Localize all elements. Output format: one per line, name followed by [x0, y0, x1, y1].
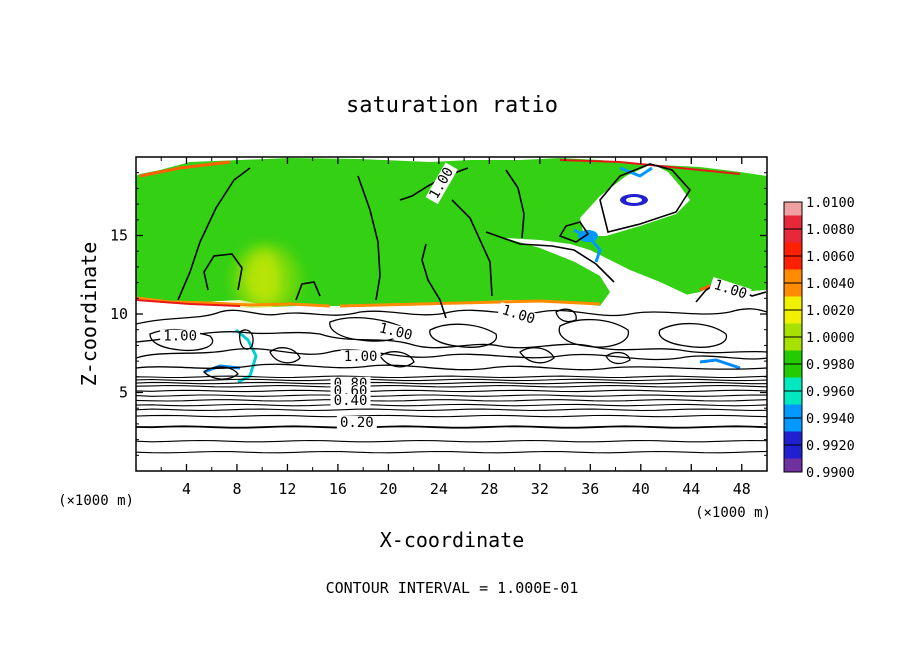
x-tick-label: 8 — [232, 480, 241, 498]
contour-label-bg — [709, 276, 752, 303]
contour-level-line — [136, 399, 767, 402]
colorbar-swatch — [784, 202, 802, 216]
contour-level-line — [136, 394, 767, 397]
x-tick-label: 44 — [682, 480, 700, 498]
contour-level-line — [136, 425, 767, 429]
colorbar-label: 1.0100 — [806, 195, 855, 211]
contour-level-line — [136, 403, 767, 407]
colorbar-label: 1.0020 — [806, 303, 855, 319]
colorbar-label: 1.0080 — [806, 222, 855, 238]
x-tick-label: 20 — [379, 480, 397, 498]
colorbar-swatch — [784, 418, 802, 432]
x-axis-label: X-coordinate — [380, 528, 525, 552]
colorbar-label: 0.9960 — [806, 384, 855, 400]
plot-field: 1.001.001.00 1.001.001.000.800.600.400.20 — [136, 157, 767, 471]
contour-interval-note: CONTOUR INTERVAL = 1.000E-01 — [326, 579, 579, 597]
supersaturation-halo — [232, 244, 300, 316]
contour-label: 0.20 — [340, 415, 374, 431]
x-tick-label: 48 — [733, 480, 751, 498]
colorbar-swatch — [784, 364, 802, 378]
contour-label: 1.00 — [344, 349, 378, 365]
contour-level-line — [136, 414, 767, 418]
contour-level-line — [136, 408, 767, 412]
contour-levels — [136, 375, 767, 454]
dry-spot-core — [626, 197, 642, 203]
colorbar-swatch — [784, 350, 802, 364]
contour-label-bg — [425, 162, 458, 205]
contour-label-bg — [374, 320, 417, 344]
x-tick-label: 12 — [278, 480, 296, 498]
contour-label-bg — [497, 302, 540, 328]
x-tick-label: 24 — [430, 480, 448, 498]
y-unit-label: (×1000 m) — [58, 493, 134, 509]
x-tick-label: 28 — [480, 480, 498, 498]
colorbar-swatch — [784, 323, 802, 337]
y-axis-label: Z-coordinate — [77, 242, 101, 387]
colorbar: 1.0100 1.0080 1.0060 1.0040 1.0020 1.0000 0.99… — [783, 195, 855, 481]
colorbar-swatch — [784, 296, 802, 310]
colorbar-swatch — [784, 404, 802, 418]
dry-spot — [578, 230, 598, 242]
contour-label-bg — [160, 329, 201, 344]
contour-label-bg — [340, 350, 381, 365]
contour-label-bg — [336, 416, 377, 431]
contour-label: 1.00 — [377, 320, 414, 344]
colorbar-swatch — [784, 283, 802, 297]
contour-level-line — [136, 381, 767, 385]
colorbar-label: 0.9980 — [806, 357, 855, 373]
chart-title: saturation ratio — [346, 93, 558, 118]
contour-level-line — [136, 375, 767, 379]
colorbar-swatch — [784, 242, 802, 256]
contour-level-line — [136, 450, 767, 454]
x-unit-label: (×1000 m) — [695, 505, 771, 521]
x-tick-label: 4 — [182, 480, 191, 498]
contour-level-line — [136, 439, 767, 443]
colorbar-swatch — [784, 229, 802, 243]
colorbar-label: 1.0000 — [806, 330, 855, 346]
y-tick-label: 15 — [110, 227, 128, 245]
colorbar-swatch — [784, 215, 802, 229]
contour-label: 0.40 — [334, 393, 368, 409]
colorbar-swatch — [784, 337, 802, 351]
colorbar-label: 0.9940 — [806, 411, 855, 427]
x-tick-label: 40 — [632, 480, 650, 498]
colorbar-swatch — [784, 431, 802, 445]
x-tick-label: 32 — [531, 480, 549, 498]
colorbar-swatch — [784, 256, 802, 270]
colorbar-label: 0.9900 — [806, 465, 855, 481]
contour-level-line — [136, 384, 767, 388]
colorbar-swatch — [784, 269, 802, 283]
colorbar-swatch — [784, 458, 802, 472]
colorbar-swatch — [784, 445, 802, 459]
y-tick-label: 10 — [110, 305, 128, 323]
colorbar-label: 0.9920 — [806, 438, 855, 454]
colorbar-swatch — [784, 310, 802, 324]
colorbar-swatch — [784, 377, 802, 391]
contour-level-line — [136, 389, 767, 393]
contour-level-line — [136, 378, 767, 382]
x-tick-label: 36 — [581, 480, 599, 498]
x-tick-label: 16 — [329, 480, 347, 498]
colorbar-label: 1.0060 — [806, 249, 855, 265]
y-tick-label: 5 — [119, 384, 128, 402]
colorbar-swatch — [784, 391, 802, 405]
contour-label: 1.00 — [163, 329, 197, 345]
contour-label-bg — [330, 394, 371, 409]
colorbar-label: 1.0040 — [806, 276, 855, 292]
